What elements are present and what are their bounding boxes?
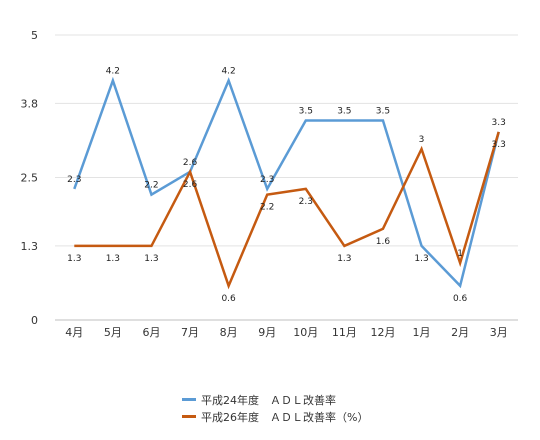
y-tick-label: 0	[31, 314, 38, 327]
x-tick-label: 6月	[142, 326, 160, 339]
y-tick-label: 5	[31, 29, 38, 42]
data-label-series-1: 4.2	[106, 67, 120, 77]
data-label-series-2: 3.3	[492, 140, 506, 150]
data-label-series-2: 1.3	[106, 254, 120, 264]
data-label-series-2: 1	[457, 249, 463, 259]
y-tick-label: 1.3	[21, 240, 39, 253]
x-axis-ticks: 4月 5月 6月 7月 8月 9月 10月 11月 12月 1月 2月 3月	[65, 326, 507, 339]
series-line-2	[74, 131, 500, 290]
data-label-series-1: 2.2	[144, 181, 158, 191]
data-label-series-1: 3.5	[337, 107, 351, 117]
data-labels: 2.3 4.2 2.2 2.6 4.2 2.3 3.5 3.5 3.5 1.3 0.6 3.3 1.3 1…	[67, 67, 506, 304]
x-tick-label: 3月	[490, 326, 508, 339]
legend-swatch-series-1	[182, 398, 196, 401]
series-lines	[73, 76, 500, 290]
data-label-series-1: 1.3	[414, 254, 428, 264]
legend-swatch-series-2	[182, 415, 196, 418]
y-tick-label: 3.8	[21, 97, 39, 110]
x-tick-label: 1月	[413, 326, 431, 339]
line-chart: 01.32.53.85 4月 5月 6月 7月 8月 9月 10月 11月 12月 1月 2月 3月 …	[21, 29, 518, 339]
x-tick-label: 9月	[258, 326, 276, 339]
data-label-series-1: 4.2	[221, 67, 235, 77]
data-label-series-2: 1.3	[144, 254, 158, 264]
data-label-series-1: 3.5	[376, 107, 390, 117]
data-label-series-2: 2.6	[183, 180, 198, 190]
x-tick-label: 8月	[220, 326, 238, 339]
x-tick-label: 7月	[181, 326, 199, 339]
x-tick-label: 2月	[451, 326, 469, 339]
data-label-series-1: 3.3	[492, 118, 506, 128]
data-label-series-2: 1.3	[337, 254, 351, 264]
legend-item-series-2: 平成26年度 ＡＤＬ改善率（%）	[182, 408, 368, 425]
data-label-series-1: 0.6	[453, 294, 468, 304]
legend: 平成24年度 ＡＤＬ改善率 平成26年度 ＡＤＬ改善率（%）	[182, 391, 368, 425]
data-label-series-1: 2.3	[67, 175, 81, 185]
legend-label-series-1: 平成24年度 ＡＤＬ改善率	[201, 393, 336, 407]
data-label-series-2: 1.6	[376, 237, 391, 247]
y-tick-label: 2.5	[21, 172, 39, 185]
data-label-series-2: 0.6	[221, 294, 236, 304]
x-tick-label: 10月	[293, 326, 318, 339]
data-label-series-2: 1.3	[67, 254, 81, 264]
data-label-series-2: 2.3	[299, 197, 313, 207]
legend-item-series-1: 平成24年度 ＡＤＬ改善率	[182, 391, 368, 408]
data-label-series-2: 3	[419, 135, 425, 145]
y-axis-ticks: 0 1.3 2.5 3.8 5	[21, 29, 39, 327]
data-label-series-1: 2.3	[260, 175, 274, 185]
data-label-series-2: 2.2	[260, 203, 274, 213]
legend-label-series-2: 平成26年度 ＡＤＬ改善率（%）	[201, 410, 369, 424]
data-label-series-1: 2.6	[183, 158, 198, 168]
x-tick-label: 12月	[370, 326, 395, 339]
x-tick-label: 11月	[332, 326, 357, 339]
x-tick-label: 4月	[65, 326, 83, 339]
data-label-series-1: 3.5	[299, 107, 313, 117]
series-line-1	[73, 76, 500, 289]
x-tick-label: 5月	[104, 326, 122, 339]
grid-lines	[55, 34, 518, 321]
